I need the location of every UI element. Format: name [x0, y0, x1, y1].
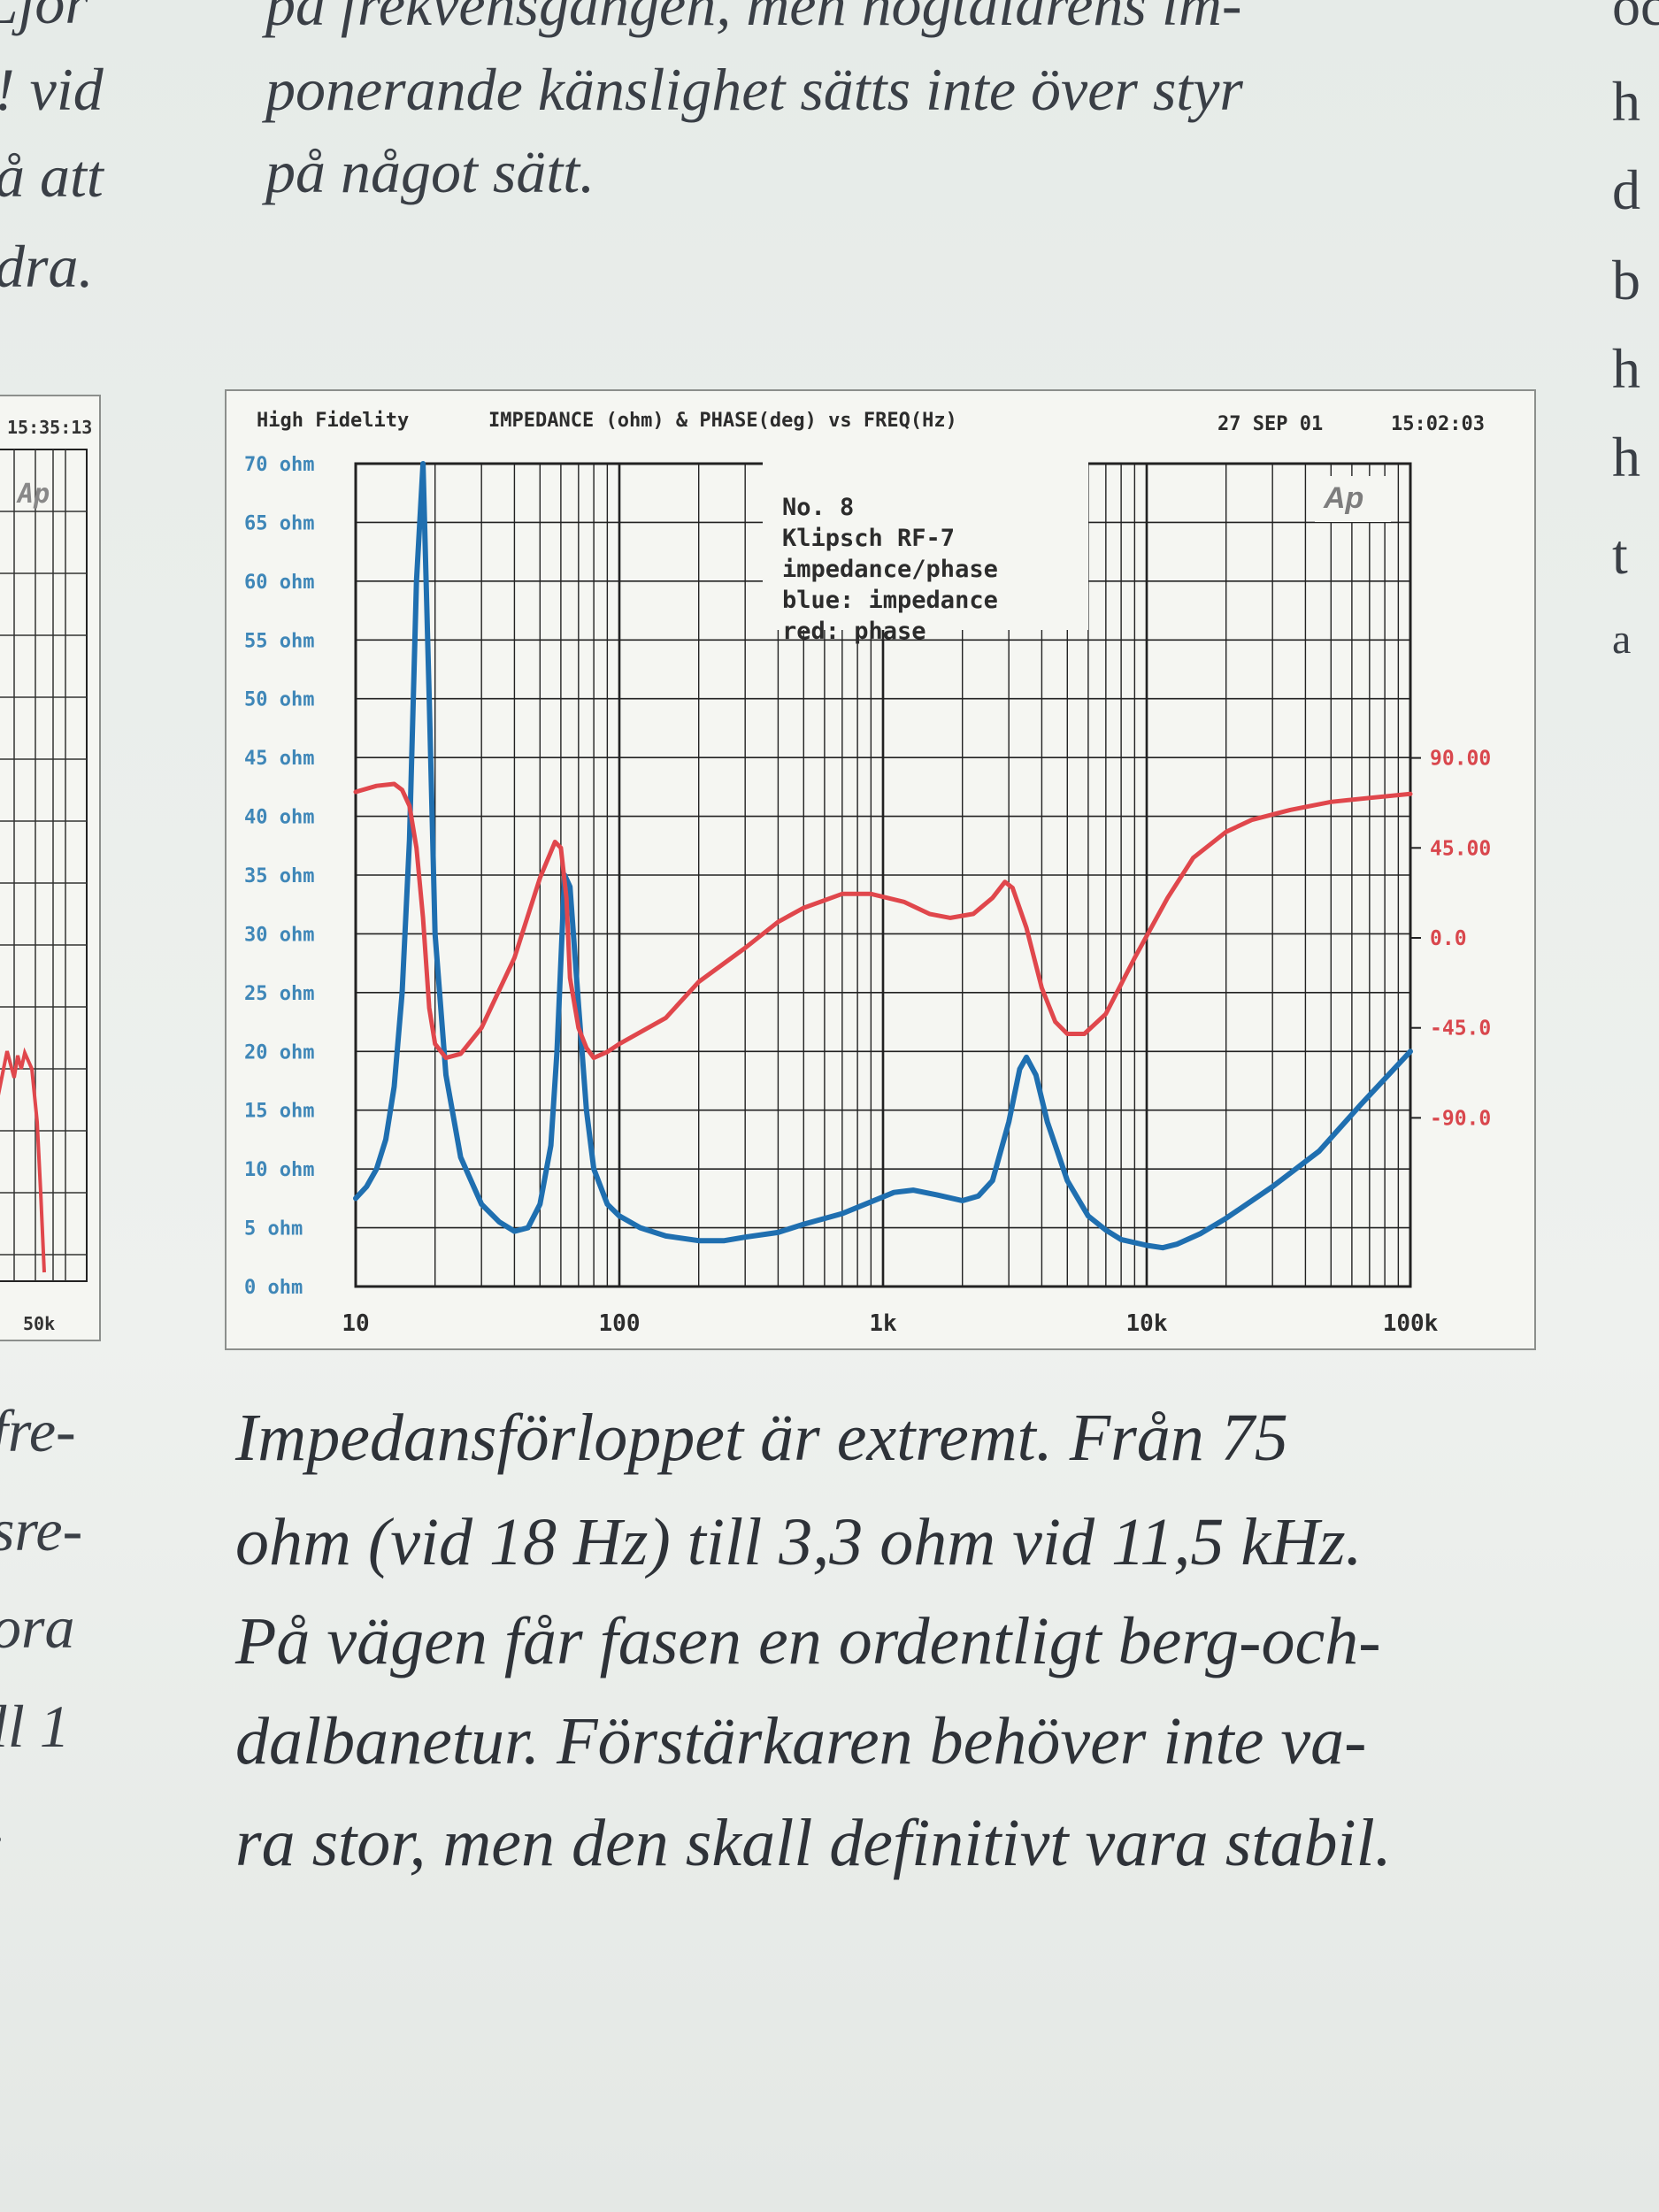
y-left-tick-label: 20 ohm	[244, 1041, 314, 1064]
x-tick-label: 10	[342, 1310, 369, 1337]
right-column-line-5: h	[1612, 337, 1640, 400]
right-column-line-4: b	[1612, 249, 1640, 311]
x-tick-label: 100k	[1383, 1310, 1439, 1337]
right-column-line-1: oc	[1612, 0, 1659, 37]
chart-header-date: 27 SEP 01	[1217, 413, 1323, 435]
y-right-tick-label: 90.00	[1430, 748, 1491, 771]
mid-left-line-5: .	[0, 1787, 6, 1857]
legend-line-5: red: phase	[782, 618, 926, 645]
top-text-line-2: ponerande känslighet sätts inte över sty…	[265, 56, 1243, 123]
right-column-line-8: a	[1612, 616, 1632, 663]
mid-left-line-4: ll 1	[0, 1693, 70, 1760]
x-tick-label: 10k	[1126, 1310, 1168, 1337]
right-column-line-6: h	[1612, 426, 1640, 488]
y-left-tick-label: 50 ohm	[244, 689, 314, 711]
chart-legend-box	[763, 462, 1088, 630]
chart-logo: Ap	[1323, 481, 1363, 515]
y-left-tick-label: 5 ohm	[244, 1218, 303, 1240]
y-left-tick-label: 55 ohm	[244, 630, 314, 652]
side-chart-grid	[0, 449, 87, 1281]
side-chart-x-tick: 50k	[23, 1313, 55, 1334]
legend-line-4: blue: impedance	[782, 587, 998, 614]
impedance-chart: High Fidelity IMPEDANCE (ohm) & PHASE(de…	[244, 410, 1491, 1337]
chart-header-title: IMPEDANCE (ohm) & PHASE(deg) vs FREQ(Hz)	[488, 410, 957, 432]
x-tick-label: 1k	[869, 1310, 897, 1337]
y-left-tick-label: 45 ohm	[244, 748, 314, 770]
top-text-line-1: på frekvensgången, men högtalarens im-	[265, 0, 1242, 38]
y-right-tick-label: -45.0	[1430, 1018, 1491, 1041]
top-text-line-3: på något sätt.	[265, 138, 595, 205]
y-left-tick-label: 40 ohm	[244, 807, 314, 829]
phase-curve	[353, 781, 1413, 1061]
right-column-line-7: t	[1612, 523, 1628, 586]
mid-left-line-3: ora	[0, 1594, 75, 1661]
caption-line-3: På vägen får fasen en ordentligt berg-oc…	[235, 1604, 1381, 1678]
caption-line-2: ohm (vid 18 Hz) till 3,3 ohm vid 11,5 kH…	[235, 1505, 1363, 1579]
mid-left-line-1: fre-	[0, 1397, 76, 1464]
y-left-tick-label: 70 ohm	[244, 454, 314, 476]
left-column-line-2: 3! vid	[0, 56, 104, 123]
impedance-chart-frame: High Fidelity IMPEDANCE (ohm) & PHASE(de…	[225, 389, 1536, 1350]
y-left-tick-label: 65 ohm	[244, 512, 314, 534]
left-column-line-4: ndra.	[0, 233, 94, 300]
y-left-tick-label: 35 ohm	[244, 865, 314, 887]
chart-header-time: 15:02:03	[1391, 413, 1485, 435]
right-column-line-2: h	[1612, 70, 1640, 133]
y-left-tick-label: 15 ohm	[244, 1101, 314, 1123]
mid-left-line-2: sre-	[0, 1496, 83, 1563]
side-chart-plot-border	[0, 449, 88, 1282]
caption-line-1: Impedansförloppet är extremt. Från 75	[235, 1401, 1288, 1475]
y-right-tick-label: 0.0	[1430, 927, 1467, 950]
x-tick-label: 100	[599, 1310, 641, 1337]
side-chart-frame: 15:35:13 Ap	[0, 395, 101, 1341]
y-left-tick-label: 60 ohm	[244, 572, 314, 594]
left-column-line-3: på att	[0, 142, 104, 210]
caption-line-4: dalbanetur. Förstärkaren behöver inte va…	[235, 1704, 1367, 1778]
chart-traces	[353, 461, 1413, 1251]
caption-line-5: ra stor, men den skall definitivt vara s…	[235, 1806, 1392, 1880]
y-left-tick-label: 30 ohm	[244, 924, 314, 946]
y-left-tick-label: 0 ohm	[244, 1277, 303, 1299]
chart-logo-bg	[1315, 476, 1391, 522]
side-chart-red-trace	[0, 1047, 46, 1273]
y-right-tick-label: -90.0	[1430, 1107, 1491, 1130]
side-chart: 15:35:13 Ap	[0, 417, 92, 1334]
y-right-tick-label: 45.00	[1430, 837, 1491, 860]
side-chart-logo: Ap	[16, 479, 50, 510]
legend-line-3: impedance/phase	[782, 556, 998, 583]
chart-header-brand: High Fidelity	[257, 410, 409, 432]
y-left-tick-label: 10 ohm	[244, 1159, 314, 1181]
right-column-line-3: d	[1612, 158, 1640, 221]
legend-line-2: Klipsch RF-7	[782, 525, 955, 552]
y-left-tick-label: 25 ohm	[244, 983, 314, 1005]
impedance-curve	[353, 461, 1413, 1251]
left-column-line-1: -Ljör	[0, 0, 88, 36]
chart-axes: 0 ohm 5 ohm 10 ohm 15 ohm 20 ohm 25 ohm 30 ohm…	[244, 454, 1491, 1337]
legend-line-1: No. 8	[782, 494, 854, 521]
side-chart-time: 15:35:13	[7, 417, 92, 438]
